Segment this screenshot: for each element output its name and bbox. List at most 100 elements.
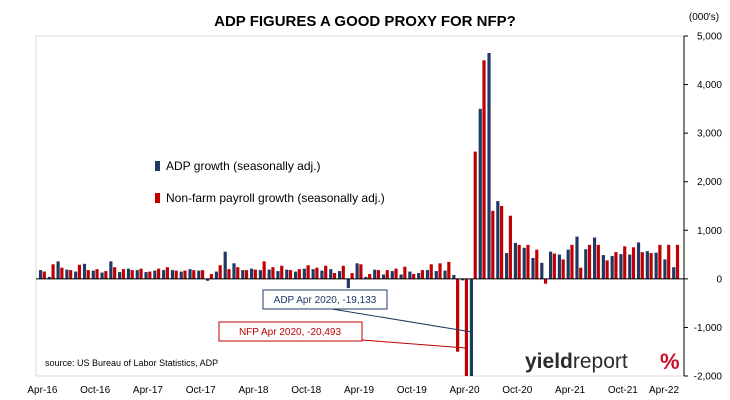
legend-label-nfp: Non-farm payroll growth (seasonally adj.… [166, 191, 385, 205]
bar-nfp-2 [60, 267, 64, 279]
bar-nfp-19 [209, 274, 213, 279]
bar-adp-0 [38, 270, 43, 279]
x-tick-label: Apr-22 [649, 385, 679, 396]
bar-nfp-26 [271, 267, 275, 279]
bar-nfp-28 [288, 270, 293, 279]
bar-adp-40 [390, 271, 394, 279]
bar-adp-2 [56, 261, 60, 279]
y-tick-label: 5,000 [697, 32, 722, 43]
bar-adp-46 [443, 270, 447, 279]
bar-adp-36 [355, 263, 359, 279]
bar-adp-39 [381, 274, 386, 279]
bar-nfp-51 [491, 210, 495, 279]
x-tick-labels: Apr-16 Oct-16 Apr-17 Oct-17 Apr-18 Oct-18 Apr-… [27, 385, 679, 396]
y-tick-label: -2,000 [694, 372, 723, 383]
bar-adp-50 [478, 108, 482, 279]
bar-adp-59 [557, 254, 561, 279]
bar-nfp-59 [561, 259, 565, 279]
bar-adp-52 [496, 201, 500, 279]
bar-adp-32 [320, 270, 324, 279]
bar-adp-69 [645, 251, 649, 279]
chart-title: ADP FIGURES A GOOD PROXY FOR NFP? [214, 13, 516, 30]
bar-nfp-35 [350, 273, 354, 279]
bar-nfp-22 [236, 267, 240, 279]
source-note: source: US Bureau of Labor Statistics, A… [45, 358, 218, 368]
bar-adp-6 [91, 270, 95, 279]
bar-adp-67 [628, 254, 632, 279]
bar-nfp-3 [69, 270, 73, 279]
bar-nfp-13 [157, 268, 161, 279]
bar-nfp-46 [447, 261, 451, 279]
bar-nfp-15 [174, 270, 178, 279]
bar-nfp-34 [341, 265, 345, 279]
x-tick-label: Apr-17 [133, 385, 163, 396]
bar-adp-11 [135, 270, 139, 279]
percent-icon: % [660, 349, 680, 374]
bar-nfp-17 [192, 270, 196, 279]
bar-adp-3 [65, 269, 69, 279]
bar-adp-8 [109, 261, 113, 279]
legend: ADP growth (seasonally adj.) Non-farm pa… [155, 159, 385, 205]
bar-nfp-37 [368, 274, 372, 279]
bar-adp-10 [126, 268, 131, 279]
bar-nfp-58 [552, 253, 556, 279]
bar-adp-21 [223, 251, 227, 279]
bar-adp-16 [179, 271, 183, 279]
bar-adp-37 [364, 276, 368, 279]
bar-nfp-69 [649, 253, 653, 279]
bar-nfp-7 [104, 271, 108, 279]
y-tick-label: 1,000 [697, 226, 722, 237]
bar-nfp-10 [130, 270, 134, 279]
bar-nfp-60 [570, 244, 574, 279]
bar-nfp-54 [517, 244, 521, 279]
bar-adp-23 [241, 270, 245, 279]
bar-nfp-56 [535, 249, 539, 279]
bar-adp-66 [619, 254, 623, 279]
bar-nfp-66 [623, 246, 627, 279]
bar-nfp-39 [385, 270, 389, 279]
legend-label-adp: ADP growth (seasonally adj.) [166, 159, 321, 173]
y-unit-label: (000's) [689, 12, 719, 23]
bar-adp-1 [47, 276, 51, 279]
bar-nfp-9 [121, 269, 126, 279]
bar-adp-63 [592, 237, 597, 279]
bar-adp-68 [636, 242, 641, 279]
bar-adp-5 [82, 263, 87, 279]
annotation-nfp: NFP Apr 2020, -20,493 [218, 321, 467, 349]
bar-adp-9 [118, 272, 122, 279]
bar-nfp-1 [51, 264, 55, 279]
bar-nfp-70 [658, 244, 662, 279]
bar-nfp-36 [359, 264, 363, 279]
x-tick-label: Oct-20 [502, 385, 532, 396]
bar-nfp-40 [394, 268, 398, 279]
bar-adp-19 [206, 278, 210, 281]
bar-nfp-45 [438, 263, 442, 279]
bar-nfp-8 [113, 267, 117, 279]
bar-nfp-25 [262, 261, 266, 279]
bar-nfp-4 [77, 264, 82, 279]
bar-adp-58 [549, 251, 553, 279]
bar-adp-43 [417, 273, 421, 279]
bar-nfp-44 [429, 264, 433, 279]
bar-adp-56 [531, 257, 535, 279]
bar-nfp-65 [614, 252, 618, 279]
bar-adp-48 [461, 278, 465, 281]
bar-nfp-49 [473, 151, 477, 279]
x-tick-label: Apr-21 [555, 385, 585, 396]
bar-adp-70 [654, 252, 658, 279]
bar-nfp-18 [201, 270, 205, 279]
bar-nfp-41 [403, 266, 407, 279]
logo-wordmark: yieldreport [525, 350, 628, 373]
x-tick-label: Apr-20 [450, 385, 480, 396]
bar-adp-33 [329, 269, 333, 279]
bar-nfp-67 [631, 247, 636, 279]
bar-adp-45 [434, 271, 438, 279]
bar-nfp-6 [95, 269, 99, 279]
bar-nfp-14 [165, 267, 169, 279]
bar-adp-54 [513, 242, 518, 279]
bar-adp-49 [469, 278, 474, 376]
bar-nfp-53 [508, 215, 512, 279]
bar-adp-25 [258, 270, 262, 279]
bar-adp-31 [311, 269, 315, 279]
bar-adp-29 [293, 271, 298, 279]
